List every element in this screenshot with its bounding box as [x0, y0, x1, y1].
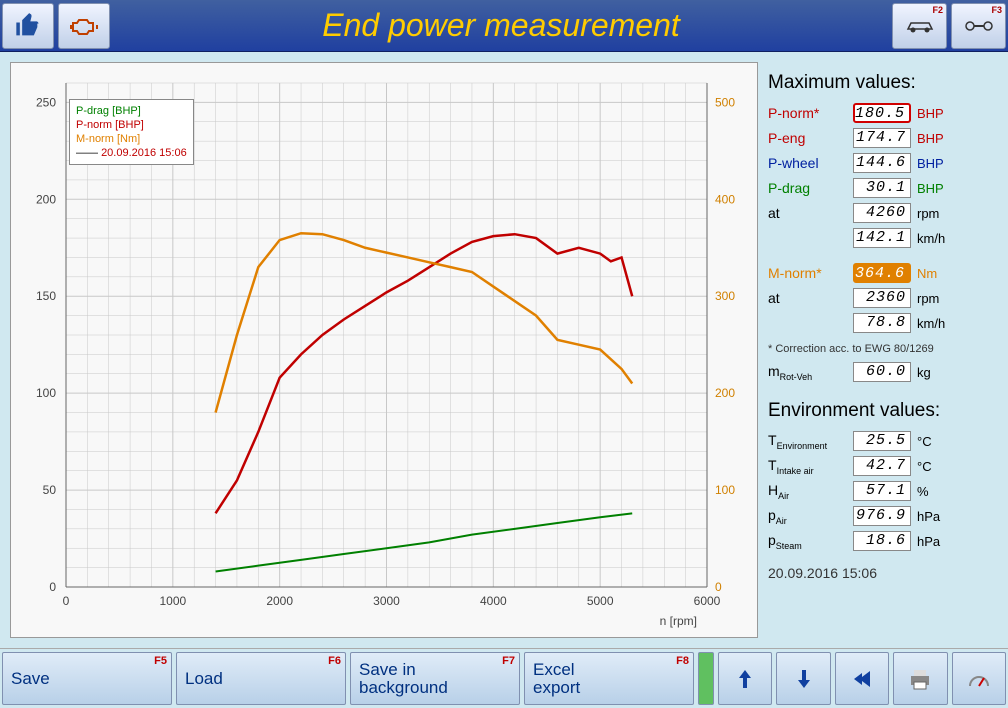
status-indicator [698, 652, 714, 705]
svg-text:5000: 5000 [587, 594, 614, 608]
footer-toolbar: SaveF5LoadF6Save in backgroundF7Excel ex… [0, 648, 1008, 708]
svg-text:3000: 3000 [373, 594, 400, 608]
value-row: pSteam18.6hPa [768, 530, 998, 552]
svg-text:150: 150 [36, 289, 56, 303]
save-button[interactable]: SaveF5 [2, 652, 172, 705]
correction-note: * Correction acc. to EWG 80/1269 [768, 343, 998, 355]
value-row: P-wheel144.6BHP [768, 152, 998, 174]
svg-text:50: 50 [43, 483, 57, 497]
value-row: HAir57.1% [768, 480, 998, 502]
excel-export-button[interactable]: Excel exportF8 [524, 652, 694, 705]
svg-text:0: 0 [49, 580, 56, 594]
value-row: at2360rpm [768, 287, 998, 309]
svg-text:500: 500 [715, 95, 735, 109]
gauge-button[interactable] [952, 652, 1006, 705]
side-panel: Maximum values: P-norm*180.5BHP P-eng174.… [768, 62, 998, 638]
page-title: End power measurement [112, 7, 890, 44]
svg-text:0: 0 [63, 594, 70, 608]
svg-text:200: 200 [715, 386, 735, 400]
chart-area: 0100020003000400050006000n [rpm]05010015… [10, 62, 758, 638]
arrow-up-button[interactable] [718, 652, 772, 705]
svg-text:1000: 1000 [159, 594, 186, 608]
svg-text:100: 100 [715, 483, 735, 497]
value-row: TIntake air42.7°C [768, 455, 998, 477]
max-values-list: P-norm*180.5BHP P-eng174.7BHP P-wheel144.6… [768, 102, 998, 252]
thumbs-up-button[interactable] [2, 3, 54, 49]
main-area: 0100020003000400050006000n [rpm]05010015… [0, 52, 1008, 648]
value-row: at4260rpm [768, 202, 998, 224]
svg-text:250: 250 [36, 95, 56, 109]
value-row: P-drag30.1BHP [768, 177, 998, 199]
timestamp: 20.09.2016 15:06 [768, 565, 998, 581]
svg-text:200: 200 [36, 192, 56, 206]
prev-button[interactable] [835, 652, 889, 705]
svg-text:4000: 4000 [480, 594, 507, 608]
value-row: P-eng174.7BHP [768, 127, 998, 149]
print-button[interactable] [893, 652, 947, 705]
svg-text:2000: 2000 [266, 594, 293, 608]
svg-text:300: 300 [715, 289, 735, 303]
value-row: TEnvironment25.5°C [768, 430, 998, 452]
env-values-header: Environment values: [768, 400, 998, 422]
value-row: 142.1km/h [768, 227, 998, 249]
svg-text:6000: 6000 [694, 594, 721, 608]
svg-text:100: 100 [36, 386, 56, 400]
max-values-header: Maximum values: [768, 72, 998, 94]
value-row: M-norm*364.6Nm [768, 262, 998, 284]
env-values-list: TEnvironment25.5°C TIntake air42.7°C HAir5… [768, 430, 998, 555]
car-button[interactable]: F2 [892, 3, 947, 49]
arrow-down-button[interactable] [776, 652, 830, 705]
svg-text:n [rpm]: n [rpm] [660, 614, 697, 628]
save-in-background-button[interactable]: Save in backgroundF7 [350, 652, 520, 705]
mrot-row: mRot-Veh 60.0 kg [768, 361, 998, 383]
chart-legend: P-drag [BHP]P-norm [BHP]M-norm [Nm]—— 20… [69, 99, 194, 165]
engine-button[interactable] [58, 3, 110, 49]
axle-button[interactable]: F3 [951, 3, 1006, 49]
value-row: pAir976.9hPa [768, 505, 998, 527]
value-row: P-norm*180.5BHP [768, 102, 998, 124]
load-button[interactable]: LoadF6 [176, 652, 346, 705]
titlebar: End power measurement F2 F3 [0, 0, 1008, 52]
svg-text:0: 0 [715, 580, 722, 594]
max-values-list-2: M-norm*364.6Nm at2360rpm 78.8km/h [768, 262, 998, 337]
svg-text:400: 400 [715, 192, 735, 206]
value-row: 78.8km/h [768, 312, 998, 334]
